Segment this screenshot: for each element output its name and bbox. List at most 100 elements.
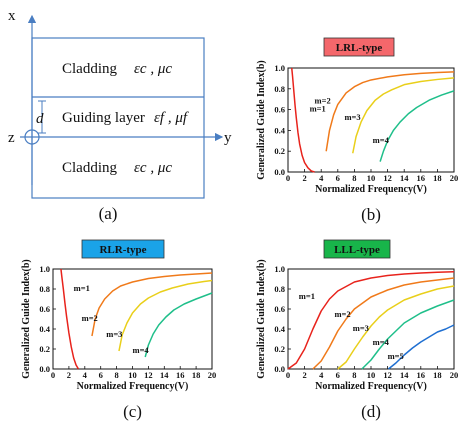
x-axis-title: Normalized Frequency(V) [315, 381, 427, 392]
guiding-layer-params: εf , μf [154, 110, 189, 126]
x-tick-label: 8 [114, 370, 118, 380]
mode-label: m=1 [310, 104, 326, 114]
caption-c: (c) [123, 402, 142, 421]
y-tick-label: 0.6 [274, 304, 285, 314]
y-axis-title: Generalized Guide Index(b) [256, 259, 267, 378]
x-tick-label: 12 [383, 370, 392, 380]
x-tick-label: 20 [450, 370, 459, 380]
badge-d-box [323, 239, 391, 259]
mode-label: m=5 [388, 351, 404, 361]
x-tick-label: 12 [144, 370, 153, 380]
badge-c-box [81, 239, 165, 259]
thickness-label: d [36, 111, 44, 127]
chart-panel-c: RLR-type 0 2 4 6 8 10 12 14 16 18 20 0.0 0.2 0.4 0.6 0.8… [21, 239, 217, 421]
x-tick-label: 6 [336, 370, 340, 380]
x-tick-label: 0 [286, 370, 290, 380]
waveguide-outline [31, 37, 205, 199]
y-tick-label: 0.6 [39, 304, 50, 314]
mode-label: m=4 [373, 135, 390, 145]
mode-label: m=1 [299, 291, 315, 301]
mode-label: m=4 [133, 345, 150, 355]
series-line-m3 [352, 77, 455, 154]
y-tick-label: 1.0 [274, 63, 285, 73]
x-tick-label: 14 [400, 370, 409, 380]
mode-label: m=2 [334, 309, 350, 319]
bottom-cladding-label: Cladding [62, 160, 117, 176]
x-tick-label: 0 [286, 173, 290, 183]
series-line-m2 [91, 272, 213, 337]
x-tick-label: 4 [319, 173, 324, 183]
caption-a: (a) [99, 204, 118, 223]
chart-panel-b: LRL-type 0 2 4 6 8 10 12 14 16 18 20 0.0 0.2 0.4 0.6 0.8… [256, 37, 459, 224]
top-cladding-params: εc , μc [134, 61, 172, 77]
mode-label: m=3 [353, 323, 369, 333]
x-tick-label: 16 [176, 370, 185, 380]
y-tick-label: 0.8 [274, 84, 285, 94]
y-tick-label: 0.0 [39, 364, 50, 374]
x-tick-label: 16 [417, 173, 426, 183]
series-line-m4 [361, 299, 455, 370]
y-tick-label: 0.0 [274, 167, 285, 177]
y-tick-label: 0.6 [274, 105, 285, 115]
y-tick-label: 0.2 [274, 344, 285, 354]
caption-b: (b) [361, 205, 381, 224]
x-tick-label: 6 [99, 370, 103, 380]
mode-label: m=3 [106, 329, 122, 339]
x-tick-label: 20 [450, 173, 459, 183]
x-axis-title: Normalized Frequency(V) [77, 381, 189, 392]
y-tick-label: 0.4 [274, 125, 285, 135]
plot-area-d [287, 268, 455, 370]
series-line-m1 [60, 268, 80, 370]
y-tick-label: 1.0 [274, 264, 285, 274]
y-tick-label: 1.0 [39, 264, 50, 274]
x-tick-label: 20 [208, 370, 217, 380]
y-tick-label: 0.0 [274, 364, 285, 374]
series-line-m1 [290, 67, 315, 173]
x-tick-label: 2 [302, 370, 306, 380]
mode-label: m=1 [74, 283, 90, 293]
x-tick-label: 4 [83, 370, 88, 380]
x-tick-label: 4 [319, 370, 324, 380]
series-line-m3 [337, 285, 455, 370]
x-tick-label: 12 [383, 173, 392, 183]
y-tick-label: 0.8 [274, 284, 285, 294]
badge-c-label: RLR-type [99, 244, 146, 256]
mode-label: m=2 [315, 95, 331, 105]
plot-area-b [287, 67, 455, 173]
guiding-layer-label: Guiding layer [62, 110, 145, 126]
top-cladding-label: Cladding [62, 61, 117, 77]
y-tick-label: 0.4 [274, 324, 285, 334]
waveguide-schematic: x y z d Cladding εc , μc Guiding layer ε… [8, 8, 232, 223]
mode-label: m=2 [82, 313, 98, 323]
x-tick-label: 10 [128, 370, 137, 380]
x-axis-label: x [8, 8, 16, 24]
x-tick-label: 8 [352, 173, 356, 183]
series-line-m4 [144, 292, 213, 358]
series-line-m2 [312, 277, 455, 370]
x-tick-label: 10 [367, 370, 376, 380]
y-tick-label: 0.8 [39, 284, 50, 294]
series-line-m2 [325, 71, 455, 152]
chart-panel-d: LLL-type 0 2 4 6 8 10 12 14 16 18 20 0.0 0.2 0.4 0.6 0.8… [256, 239, 459, 421]
x-tick-label: 8 [352, 370, 356, 380]
y-axis-title: Generalized Guide Index(b) [256, 60, 267, 179]
y-tick-label: 0.2 [39, 344, 50, 354]
y-tick-label: 0.4 [39, 324, 50, 334]
x-tick-label: 18 [433, 173, 442, 183]
x-axis-title: Normalized Frequency(V) [315, 184, 427, 195]
x-tick-label: 10 [367, 173, 376, 183]
y-axis-label: y [224, 130, 232, 146]
x-tick-label: 14 [400, 173, 409, 183]
bottom-cladding-params: εc , μc [134, 160, 172, 176]
x-tick-label: 2 [302, 173, 306, 183]
series-line-m3 [118, 279, 213, 352]
x-tick-label: 2 [67, 370, 71, 380]
x-tick-label: 14 [160, 370, 169, 380]
y-tick-label: 0.2 [274, 146, 285, 156]
series-line-m1 [287, 271, 455, 370]
y-axis-title: Generalized Guide Index(b) [21, 259, 32, 378]
mode-label: m=3 [344, 112, 360, 122]
series-line-m5 [387, 324, 455, 370]
badge-d-label: LLL-type [334, 244, 380, 256]
